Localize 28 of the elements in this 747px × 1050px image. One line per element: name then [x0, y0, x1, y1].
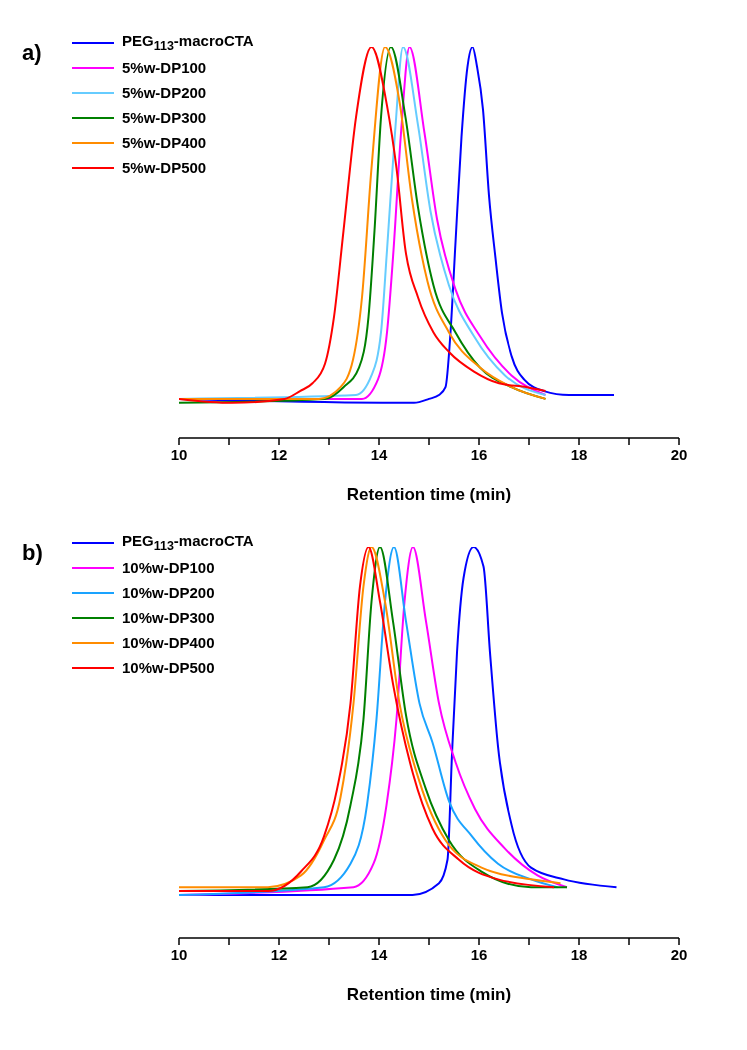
x-tick-label: 18: [570, 946, 588, 963]
chart-title: a): [22, 40, 42, 65]
legend-label: PEG$_{113}$-macroCTA: [122, 32, 254, 53]
x-tick-label: 18: [570, 446, 588, 463]
legend-label: PEG$_{113}$-macroCTA: [122, 532, 254, 553]
legend-label: 10%w-DP300: [122, 609, 215, 626]
x-tick-label: 14: [370, 946, 388, 963]
legend-label: 5%w-DP100: [122, 59, 207, 76]
legend-label: 10%w-DP500: [122, 659, 215, 676]
legend-label: 5%w-DP200: [122, 84, 207, 101]
x-tick-label: 12: [270, 446, 288, 463]
legend-label: 5%w-DP500: [122, 159, 207, 176]
legend-label: 5%w-DP400: [122, 134, 207, 151]
x-tick-label: 10: [170, 946, 188, 963]
x-tick-label: 12: [270, 946, 288, 963]
x-axis-title: Retention time (min): [346, 485, 512, 504]
x-tick-label: 16: [470, 446, 488, 463]
legend-label: 10%w-DP100: [122, 559, 215, 576]
x-axis-title: Retention time (min): [346, 985, 512, 1004]
x-tick-label: 20: [670, 946, 688, 963]
chart-title: b): [22, 540, 43, 565]
legend-label: 10%w-DP400: [122, 634, 215, 651]
x-tick-label: 14: [370, 446, 388, 463]
legend-label: 10%w-DP200: [122, 584, 215, 601]
x-tick-label: 20: [670, 446, 688, 463]
x-tick-label: 10: [170, 446, 188, 463]
x-tick-label: 16: [470, 946, 488, 963]
legend-label: 5%w-DP300: [122, 109, 207, 126]
